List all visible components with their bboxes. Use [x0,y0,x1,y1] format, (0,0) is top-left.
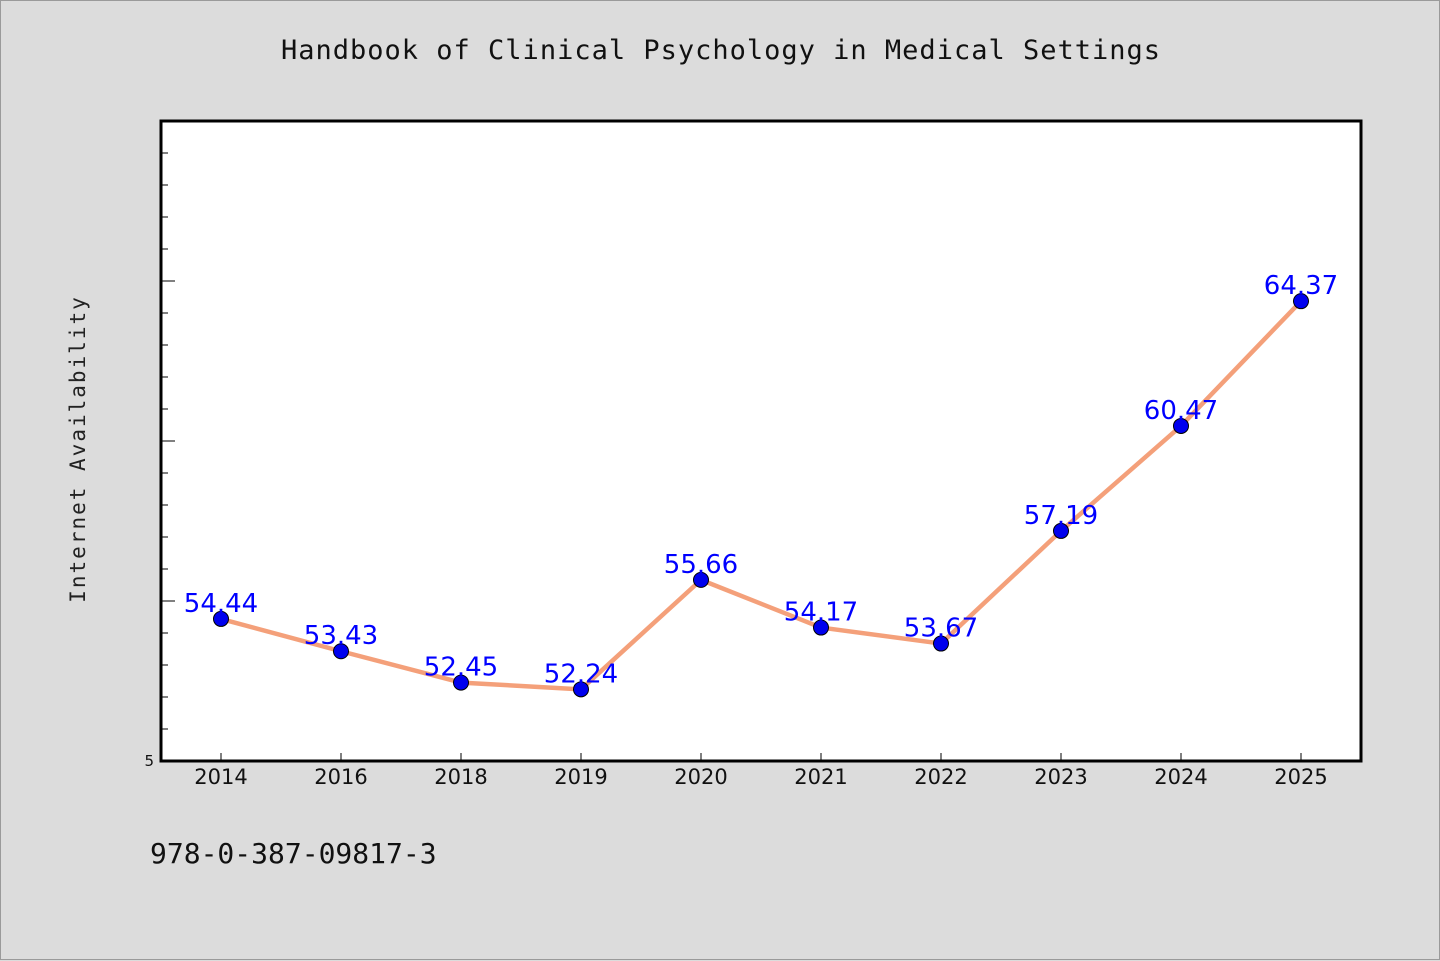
x-tick-label: 2018 [434,765,487,789]
data-label: 60.47 [1144,396,1218,426]
data-label: 53.43 [304,621,378,651]
data-point [693,571,709,588]
data-label: 53.67 [904,614,978,644]
data-point [1293,293,1309,310]
data-point [1053,522,1069,539]
plot-area [161,121,1361,761]
data-point [453,674,469,691]
x-tick-label: 2025 [1274,765,1327,789]
data-point [813,619,829,636]
data-label: 54.17 [784,598,858,628]
x-tick-label: 2019 [554,765,607,789]
data-label: 52.24 [544,659,618,689]
data-point [1173,417,1189,434]
x-tick-label: 2014 [194,765,247,789]
series-line [218,298,1304,692]
data-point [933,635,949,652]
x-tick-label: 2016 [314,765,367,789]
data-label: 52.45 [424,653,498,683]
footer-code: 978-0-387-09817-3 [150,837,437,870]
chart-title: Handbook of Clinical Psychology in Medic… [280,35,1162,66]
x-tick-label: 2021 [794,765,847,789]
x-tick-label: 2024 [1154,765,1207,789]
data-label: 55.66 [664,550,738,580]
data-label: 54.44 [184,589,258,619]
x-tick-label: 2020 [674,765,727,789]
plot-border [159,119,1363,763]
data-label: 64.37 [1264,271,1338,301]
data-point [213,610,229,627]
y-tick-label: 5 [144,752,154,770]
data-label: 57.19 [1024,501,1098,531]
data-point [573,681,589,698]
data-point [333,643,349,660]
x-tick-label: 2023 [1034,765,1087,789]
x-tick-label: 2022 [914,765,967,789]
